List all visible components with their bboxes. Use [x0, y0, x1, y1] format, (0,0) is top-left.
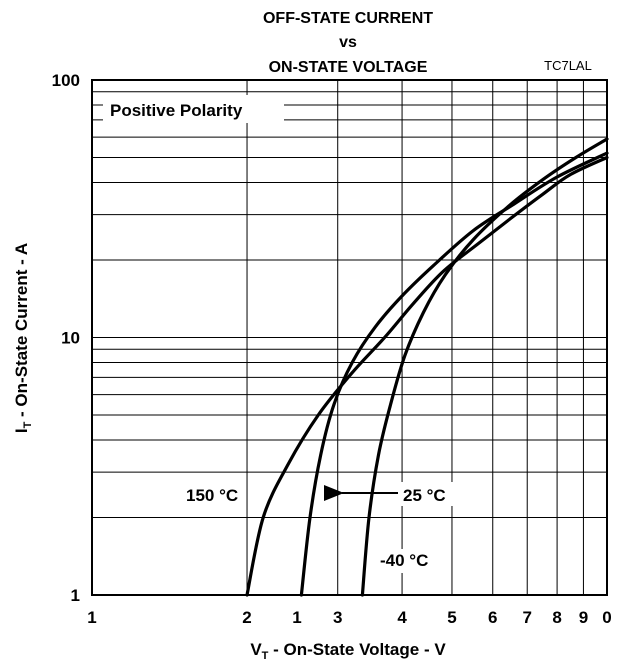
y-tick-label: 100	[52, 71, 80, 90]
y-tick-label: 10	[61, 329, 80, 348]
label-m40c: -40 °C	[380, 551, 428, 570]
chart-title-line-1: OFF-STATE CURRENT	[263, 10, 433, 27]
chart-title-line-2: vs	[339, 34, 357, 51]
label-25c-bg	[398, 482, 470, 506]
series-line-2	[360, 137, 609, 597]
x-tick-label: 6	[488, 608, 497, 627]
legend-box	[103, 95, 284, 123]
x-tick-label: 3	[333, 608, 342, 627]
legend-label: Positive Polarity	[110, 101, 243, 120]
series-line-1	[299, 151, 609, 597]
x-tick-label: 1	[292, 608, 301, 627]
x-tick-label: 4	[397, 608, 407, 627]
figure-code: TC7LAL	[544, 58, 592, 73]
label-25c: 25 °C	[403, 486, 446, 505]
x-tick-label: 2	[242, 608, 251, 627]
curves	[245, 137, 609, 597]
grid	[92, 80, 607, 595]
x-tick-label: 7	[522, 608, 531, 627]
y-tick-label: 1	[71, 586, 80, 605]
y-axis-label: IT - On-State Current - A	[12, 243, 34, 433]
plot-frame	[91, 79, 608, 596]
label-150c: 150 °C	[186, 486, 238, 505]
series-line-0	[245, 155, 609, 597]
x-tick-label: 1	[87, 608, 96, 627]
x-tick-label: 5	[447, 608, 456, 627]
label-m40c-bg	[376, 549, 444, 573]
x-tick-label: 8	[552, 608, 561, 627]
chart-title-line-3: ON-STATE VOLTAGE	[269, 59, 428, 76]
x-axis-label: VT - On-State Voltage - V	[250, 640, 446, 662]
x-tick-label: 9	[579, 608, 588, 627]
x-tick-label: 0	[602, 608, 611, 627]
y-tick-labels: 1 10 100	[52, 71, 80, 605]
